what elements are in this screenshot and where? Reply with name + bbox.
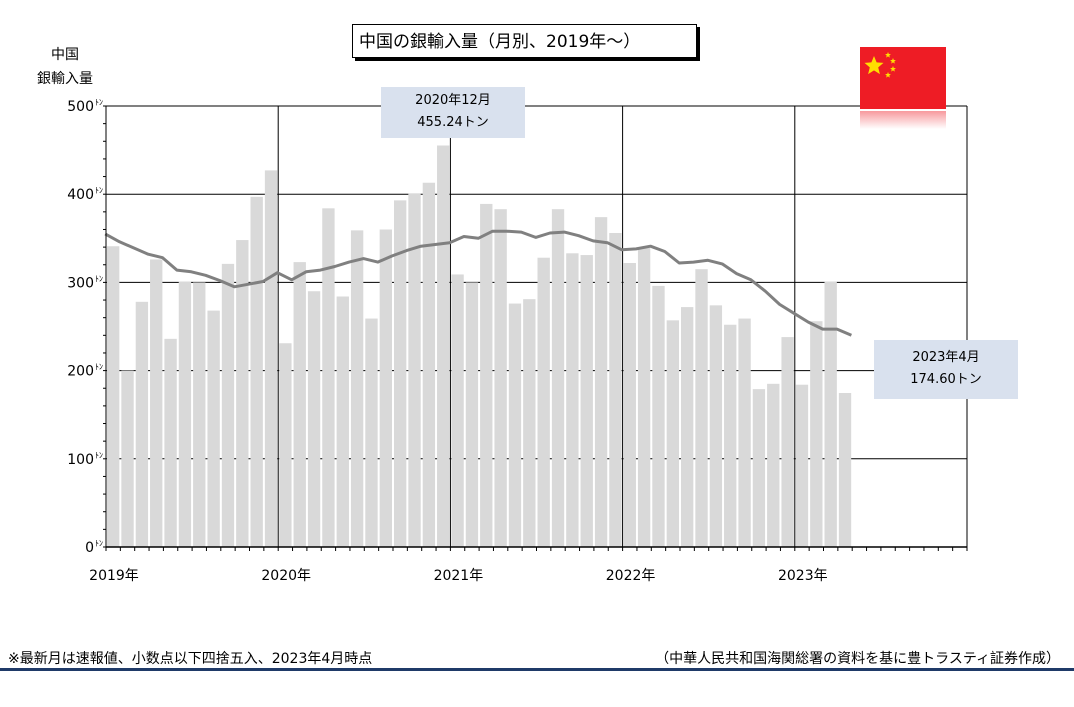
bar [838, 393, 852, 547]
bar [480, 203, 493, 548]
bar [824, 281, 837, 547]
bar [795, 384, 809, 547]
bar [250, 196, 263, 547]
bar [322, 208, 335, 547]
bar [594, 217, 608, 547]
bar [738, 318, 751, 547]
x-year-label: 2019年 [89, 568, 139, 584]
y-tick-label: 400 [67, 187, 94, 203]
moving-average-line [104, 229, 852, 337]
bar [709, 305, 723, 547]
bar [336, 296, 349, 547]
bar [666, 320, 679, 547]
bar [551, 209, 565, 547]
bar [623, 262, 636, 547]
y-tick-label: 100 [67, 452, 94, 468]
bar [494, 209, 507, 547]
bar [379, 229, 392, 548]
latest-callout-month: 2023年4月 [912, 350, 980, 365]
y-tick-label: 500 [67, 99, 94, 115]
y-tick-label: 300 [67, 275, 94, 291]
bar [150, 259, 163, 547]
bar [107, 246, 120, 547]
bar [408, 193, 421, 547]
bar [695, 269, 708, 547]
latest-callout-value: 174.60トン [910, 372, 982, 387]
peak-callout-value: 455.24トン [417, 115, 489, 130]
bar [566, 253, 579, 547]
y-tick-label: 200 [67, 364, 94, 380]
bar [465, 282, 479, 547]
bar [121, 370, 134, 547]
y-tick-unit: ﾄﾝ [95, 451, 103, 460]
bottom-rule [0, 668, 1074, 671]
bar [307, 291, 321, 547]
bar [767, 383, 780, 547]
x-year-label: 2021年 [434, 568, 484, 584]
y-axis-label-line1: 中国 [51, 47, 79, 63]
bar [609, 233, 622, 547]
bar [652, 285, 665, 547]
bar [537, 257, 550, 547]
bar [365, 318, 378, 547]
bar [264, 170, 278, 548]
flag-reflection [860, 111, 946, 129]
bar [422, 182, 436, 547]
y-tick-unit: ﾄﾝ [95, 274, 103, 283]
footnote: ※最新月は速報値、小数点以下四捨五入、2023年4月時点 [8, 651, 373, 667]
bar [207, 310, 220, 547]
bar [178, 281, 192, 547]
latest-callout: 2023年4月 174.60トン [874, 340, 1018, 399]
y-tick-unit: ﾄﾝ [95, 539, 103, 548]
bar [810, 321, 823, 547]
bar [350, 230, 364, 547]
bar [637, 248, 651, 547]
y-axis-label-line2: 銀輸入量 [37, 71, 93, 87]
bar [580, 255, 593, 548]
bar [781, 337, 794, 547]
bar [394, 200, 407, 547]
peak-callout-month: 2020年12月 [415, 93, 491, 108]
bar [135, 301, 149, 547]
bar [193, 282, 206, 547]
bar [451, 274, 464, 547]
bar [236, 240, 249, 547]
y-tick-unit: ﾄﾝ [95, 363, 103, 372]
bar [724, 324, 737, 547]
bar [279, 343, 292, 547]
bar [437, 145, 450, 547]
source-note: （中華人民共和国海関総署の資料を基に豊トラスティ証券作成） [655, 651, 1060, 667]
bar [293, 262, 306, 547]
peak-callout: 2020年12月 455.24トン [381, 87, 525, 138]
x-year-label: 2020年 [261, 568, 311, 584]
bar [164, 338, 177, 547]
china-flag-icon [860, 47, 946, 109]
bar [681, 307, 694, 547]
y-tick-unit: ﾄﾝ [95, 98, 103, 107]
bar [752, 389, 766, 547]
x-year-label: 2022年 [606, 568, 656, 584]
bar [523, 299, 536, 547]
y-tick-label: 0 [85, 540, 94, 556]
y-tick-unit: ﾄﾝ [95, 186, 103, 195]
x-year-label: 2023年 [778, 568, 828, 584]
bar [221, 263, 235, 547]
bar [508, 303, 522, 547]
chart-title: 中国の銀輸入量（月別、2019年～） [352, 24, 697, 58]
